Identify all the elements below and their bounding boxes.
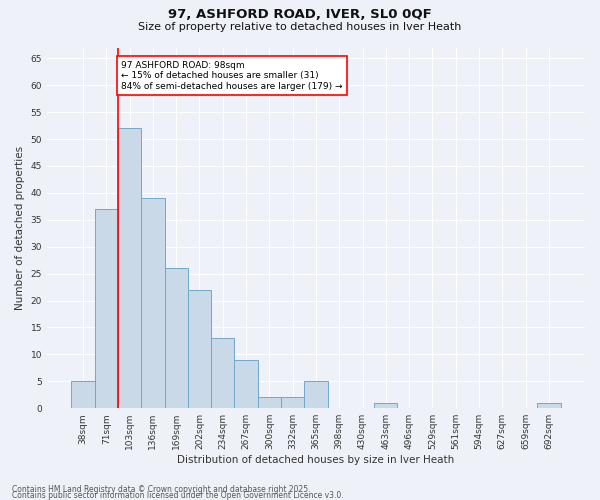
Bar — [71, 382, 95, 408]
Bar — [188, 290, 211, 408]
Bar — [235, 360, 258, 408]
Text: Size of property relative to detached houses in Iver Heath: Size of property relative to detached ho… — [139, 22, 461, 32]
Text: Contains public sector information licensed under the Open Government Licence v3: Contains public sector information licen… — [12, 490, 344, 500]
Y-axis label: Number of detached properties: Number of detached properties — [15, 146, 25, 310]
Bar — [95, 209, 118, 408]
Text: 97, ASHFORD ROAD, IVER, SL0 0QF: 97, ASHFORD ROAD, IVER, SL0 0QF — [168, 8, 432, 20]
Bar — [304, 382, 328, 408]
Text: Contains HM Land Registry data © Crown copyright and database right 2025.: Contains HM Land Registry data © Crown c… — [12, 484, 311, 494]
Bar — [211, 338, 235, 408]
Bar — [118, 128, 141, 408]
Bar — [281, 398, 304, 408]
Bar — [374, 403, 397, 408]
Bar — [258, 398, 281, 408]
Bar — [141, 198, 164, 408]
Bar — [164, 268, 188, 408]
Bar — [537, 403, 560, 408]
X-axis label: Distribution of detached houses by size in Iver Heath: Distribution of detached houses by size … — [178, 455, 455, 465]
Text: 97 ASHFORD ROAD: 98sqm
← 15% of detached houses are smaller (31)
84% of semi-det: 97 ASHFORD ROAD: 98sqm ← 15% of detached… — [121, 61, 343, 91]
